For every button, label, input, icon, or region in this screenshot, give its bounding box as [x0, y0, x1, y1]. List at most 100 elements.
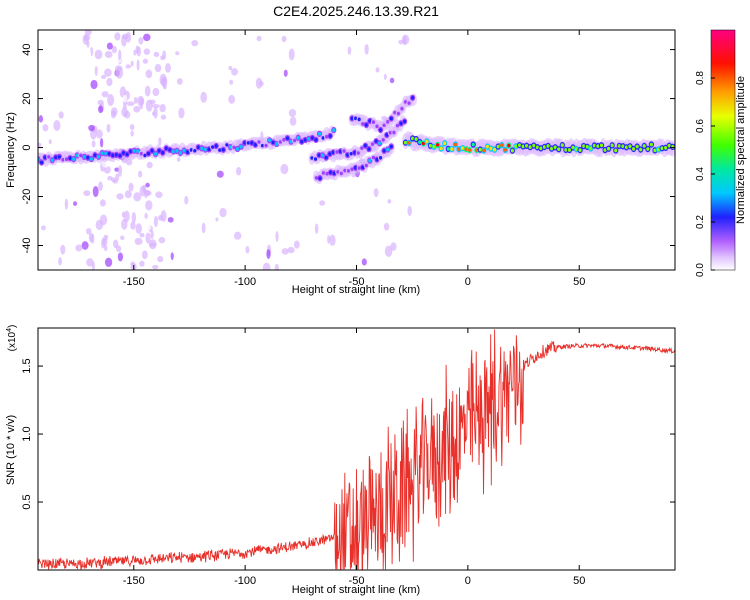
noise-blob [83, 33, 91, 41]
trace-core [54, 155, 58, 160]
trace-core [395, 123, 400, 128]
trace-core [386, 120, 390, 124]
trace-core [79, 153, 83, 158]
noise-blob [136, 46, 142, 57]
x-tick-label: -150 [123, 575, 145, 587]
colorbar-tick-label: 0.2 [695, 215, 706, 229]
trace-core [375, 157, 379, 162]
noise-blob [329, 234, 336, 246]
noise-blob [138, 170, 143, 178]
noise-blob [146, 161, 153, 169]
noise-blob [383, 222, 390, 231]
trace-core [381, 138, 385, 142]
trace-core [296, 135, 300, 140]
spectrogram-trace [402, 131, 675, 158]
noise-blob [133, 96, 138, 104]
trace-core [617, 144, 621, 148]
trace-core [392, 130, 396, 135]
noise-blob [75, 244, 83, 252]
trace-core [500, 143, 504, 147]
trace-core [246, 141, 250, 145]
trace-core [621, 144, 625, 149]
snr-x-axis: -150 -100 -50 0 50 [123, 328, 585, 587]
trace-core [345, 153, 350, 157]
trace-core [464, 147, 468, 151]
trace-core [382, 148, 386, 153]
noise-blob [64, 198, 69, 210]
trace-core [111, 153, 115, 158]
trace-core [300, 139, 304, 144]
trace-core [349, 151, 353, 156]
spectrogram-y-label: Frequency (Hz) [5, 112, 17, 188]
trace-core [599, 143, 604, 148]
trace-core [378, 128, 383, 132]
noise-blob [138, 37, 144, 45]
trace-core [328, 152, 332, 156]
colorbar-gradient [710, 29, 736, 271]
noise-blob [144, 85, 151, 97]
trace-core [321, 171, 326, 175]
trace-core [175, 149, 179, 153]
noise-blob [126, 101, 135, 107]
noise-blob [268, 171, 272, 177]
trace-core [475, 148, 479, 152]
trace-core [367, 147, 371, 151]
noise-blob [124, 64, 132, 69]
trace-core [132, 148, 136, 153]
trace-core [589, 146, 593, 151]
trace-core [396, 111, 400, 116]
noise-blob [152, 264, 159, 270]
trace-core [389, 116, 393, 121]
noise-blob [148, 239, 157, 250]
trace-core [571, 145, 575, 150]
noise-blob [106, 42, 113, 50]
trace-core [313, 157, 318, 161]
trace-core [550, 146, 554, 151]
noise-blob [158, 236, 166, 244]
trace-core [253, 142, 257, 147]
noise-blob [114, 32, 121, 41]
noise-blob [280, 163, 289, 175]
noise-blob [142, 58, 149, 64]
trace-core [525, 144, 529, 148]
noise-blob [152, 87, 160, 97]
trace-core [335, 150, 339, 154]
noise-blob [130, 221, 136, 230]
trace-core [343, 168, 347, 173]
trace-core [338, 149, 343, 154]
trace-core [186, 150, 190, 154]
spectrogram-traces [38, 30, 675, 270]
trace-core [350, 116, 354, 121]
noise-blob [153, 51, 160, 58]
trace-core [574, 147, 579, 151]
noise-blob [266, 249, 271, 259]
noise-blob [157, 255, 164, 263]
trace-core [368, 158, 372, 163]
trace-core [136, 149, 140, 153]
noise-blob [165, 63, 171, 73]
noise-blob [135, 223, 143, 234]
noise-blob [289, 116, 297, 126]
noise-blob [133, 49, 137, 56]
trace-core [107, 151, 111, 156]
noise-blob [157, 215, 164, 221]
noise-blob [139, 104, 143, 110]
trace-core [64, 157, 69, 161]
noise-blob [134, 237, 143, 245]
trace-core [460, 146, 465, 150]
trace-core [671, 145, 675, 149]
trace-core [146, 151, 151, 156]
noise-blob [314, 223, 319, 234]
noise-blob [160, 55, 165, 61]
trace-core [614, 148, 618, 153]
trace-core [150, 148, 154, 153]
y-tick-label: 1.0 [21, 426, 33, 441]
noise-blob [145, 182, 150, 188]
trace-core [157, 148, 161, 153]
noise-blob [176, 157, 181, 162]
noise-blob [94, 65, 98, 76]
noise-blob [281, 35, 287, 43]
trace-core [121, 151, 126, 155]
trace-core [214, 144, 218, 148]
trace-core [435, 143, 440, 147]
